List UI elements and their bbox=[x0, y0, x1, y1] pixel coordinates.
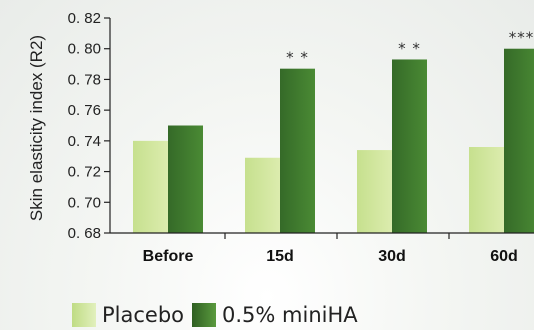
legend-item-miniha: 0.5% miniHA bbox=[192, 303, 358, 327]
legend-swatch-placebo bbox=[72, 303, 96, 327]
y-tick-label: 0. 68 bbox=[68, 225, 101, 242]
legend-swatch-miniha bbox=[192, 303, 217, 327]
significance-label: *** bbox=[509, 29, 534, 47]
bar-miniha-60d bbox=[504, 48, 534, 233]
y-axis-ticks: 0. 68 0. 70 0. 72 0. 74 0. 76 0. 78 0. 80 0. 82 bbox=[68, 10, 110, 242]
bar-placebo-15d bbox=[245, 157, 280, 233]
y-tick-label: 0. 76 bbox=[68, 102, 101, 119]
x-tick-label: 15d bbox=[266, 248, 294, 265]
y-tick-label: 0. 82 bbox=[68, 10, 101, 27]
y-tick-label: 0. 74 bbox=[68, 133, 101, 150]
bar-chart: Skin elasticity index (R2) 0. 680. 700. … bbox=[27, 10, 534, 265]
bar-placebo-60d bbox=[469, 147, 504, 233]
legend-label-miniha: 0.5% miniHA bbox=[222, 303, 358, 327]
bar-miniha-15d bbox=[280, 68, 315, 233]
y-tick-label: 0. 70 bbox=[68, 194, 101, 211]
bar-placebo-30d bbox=[357, 150, 392, 233]
bar-miniha-Before bbox=[168, 125, 203, 233]
y-tick-label: 0. 72 bbox=[68, 164, 101, 181]
x-axis-ticks: Before 15d 30d 60d bbox=[143, 233, 518, 265]
x-tick-label: 30d bbox=[378, 248, 406, 265]
legend-label-placebo: Placebo bbox=[102, 303, 185, 327]
bar-placebo-Before bbox=[133, 140, 168, 233]
significance-label: * * bbox=[398, 39, 421, 57]
y-tick-label: 0. 78 bbox=[68, 71, 101, 88]
x-tick-label: 60d bbox=[490, 248, 518, 265]
legend: Placebo 0.5% miniHA bbox=[72, 300, 358, 330]
legend-item-placebo: Placebo bbox=[72, 303, 184, 327]
y-tick-label: 0. 80 bbox=[68, 41, 101, 58]
significance-label: * * bbox=[286, 49, 309, 67]
x-tick-label: Before bbox=[143, 248, 194, 265]
y-axis-label: Skin elasticity index (R2) bbox=[27, 35, 46, 221]
bars: * * * * *** bbox=[133, 29, 534, 233]
bar-miniha-30d bbox=[392, 59, 427, 233]
